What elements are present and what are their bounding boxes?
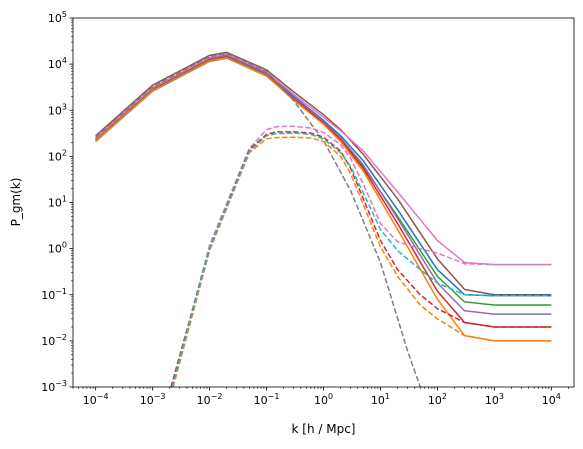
series-line-9 [171, 125, 552, 387]
plot-area [73, 18, 574, 387]
y-axis-label: P_gm(k) [9, 178, 23, 227]
series-line-6 [95, 56, 552, 342]
y-tick-label: 10−3 [41, 379, 67, 394]
x-tick-label: 104 [542, 392, 561, 407]
x-tick-label: 103 [485, 392, 504, 407]
y-tick-label: 102 [48, 148, 67, 163]
series-line-10 [170, 131, 552, 387]
y-tick-label: 10−2 [41, 333, 67, 348]
y-tick-label: 100 [48, 241, 67, 256]
x-tick-label: 10−2 [197, 392, 223, 407]
series-line-8 [95, 52, 421, 387]
y-tick-label: 104 [48, 56, 67, 71]
series-line-4 [95, 55, 552, 315]
x-axis-label: k [h / Mpc] [292, 422, 356, 436]
x-tick-label: 102 [428, 392, 447, 407]
y-tick-label: 10−1 [41, 287, 67, 302]
x-tick-label: 100 [314, 392, 333, 407]
x-axis-ticks: 10−4 10−3 10−2 10−1 100 101 102 103 104 [72, 387, 569, 407]
y-tick-label: 105 [48, 10, 67, 25]
y-tick-label: 101 [48, 195, 67, 210]
x-tick-label: 10−3 [140, 392, 166, 407]
y-tick-label: 103 [48, 102, 67, 117]
y-axis-ticks: 10−3 10−2 10−1 100 101 102 103 104 105 [41, 10, 73, 394]
series-line-12 [171, 132, 552, 387]
x-tick-label: 101 [371, 392, 390, 407]
x-tick-label: 10−4 [83, 392, 109, 407]
x-tick-label: 10−1 [254, 392, 280, 407]
series-line-11 [172, 136, 552, 387]
series-layer [95, 51, 552, 387]
series-line-1 [95, 51, 552, 296]
